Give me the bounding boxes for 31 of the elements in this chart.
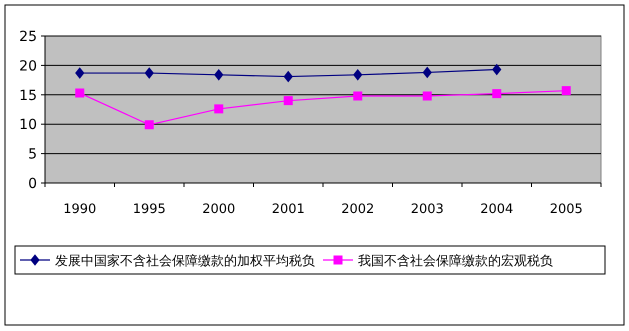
point bbox=[353, 69, 362, 80]
x-tick-label: 1995 bbox=[132, 202, 166, 217]
point bbox=[144, 120, 154, 130]
point bbox=[284, 96, 293, 106]
point bbox=[214, 69, 224, 80]
y-tick-label: 10 bbox=[19, 117, 37, 134]
x-tick-label: 2005 bbox=[550, 202, 583, 217]
y-tick-label: 0 bbox=[28, 176, 37, 192]
point bbox=[492, 64, 502, 76]
y-tick-label: 25 bbox=[19, 29, 37, 45]
x-tick-label: 2001 bbox=[272, 202, 305, 217]
point bbox=[75, 68, 84, 79]
x-tick-label: 2004 bbox=[480, 202, 514, 217]
point bbox=[144, 68, 154, 79]
point bbox=[422, 91, 432, 100]
point bbox=[422, 66, 432, 78]
y-tick-label: 20 bbox=[19, 58, 37, 74]
point bbox=[75, 88, 84, 98]
legend-label: 发展中国家不含社会保障缴款的加权平均税负 bbox=[55, 253, 315, 269]
x-tick-label: 2000 bbox=[202, 202, 236, 217]
point bbox=[492, 89, 502, 98]
point bbox=[214, 104, 224, 114]
legend-label: 我国不含社会保障缴款的宏观税负 bbox=[358, 253, 553, 269]
point bbox=[284, 71, 293, 82]
point bbox=[562, 86, 571, 96]
point bbox=[353, 91, 362, 100]
y-tick-label: 15 bbox=[19, 88, 37, 104]
x-tick-label: 2002 bbox=[341, 202, 374, 217]
x-tick-label: 1990 bbox=[63, 202, 96, 217]
y-tick-label: 5 bbox=[28, 146, 37, 163]
x-tick-label: 2003 bbox=[410, 202, 444, 217]
